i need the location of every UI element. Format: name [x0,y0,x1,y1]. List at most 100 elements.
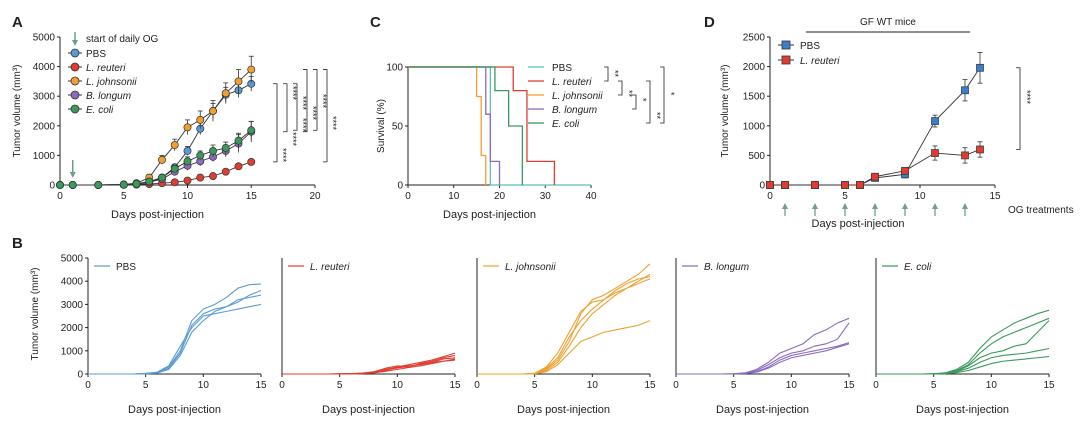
data-point [183,147,192,155]
x-tick-label: 15 [843,380,855,391]
data-point [170,141,179,149]
data-point [931,117,939,125]
mouse-growth-line [477,278,651,375]
legend-label: B. longum [704,262,749,273]
data-point [183,123,192,132]
panel-title: GF WT mice [860,17,916,28]
mouse-growth-line [876,309,1050,375]
x-tick-label: 10 [587,380,599,391]
legend-label: E. coli [904,262,932,273]
legend-marker [781,55,791,65]
x-tick-label: 15 [989,191,1001,202]
data-point [234,136,243,145]
y-axis-label: Tumor volume (mm³) [720,65,731,158]
x-tick-label: 15 [1043,380,1055,391]
x-tick-label: 0 [474,380,480,391]
significance-stars: **** [1022,90,1032,105]
significance-bracket [646,80,651,124]
x-tick-label: 20 [494,191,506,202]
x-tick-label: 0 [405,191,411,202]
x-tick-label: 40 [585,191,597,202]
significance-stars: **** [318,94,328,109]
x-tick-label: 15 [246,191,258,202]
significance-stars: ** [652,112,662,120]
legend-label: PBS [86,49,106,60]
data-point [247,65,256,74]
x-tick-label: 0 [767,191,773,202]
series-line [770,149,981,186]
data-point [94,181,103,189]
legend-marker [70,48,80,58]
x-tick-label: 15 [449,380,461,391]
data-point [158,173,166,182]
mouse-growth-line [282,352,456,375]
significance-stars: **** [288,86,298,101]
significance-stars: **** [278,148,288,163]
og-treatment-arrowhead [962,203,968,209]
data-point [856,181,864,189]
data-point [170,164,179,173]
survival-curve [408,66,556,185]
data-point [901,166,909,175]
data-point [234,162,243,171]
legend-label: L. johnsonii [86,77,137,88]
data-point [976,145,984,154]
mouse-growth-line [876,356,1050,375]
y-tick-label: 5000 [33,33,56,44]
legend-marker [70,104,80,114]
legend-label: L. johnsonii [505,262,556,273]
y-tick-label: 1500 [743,92,766,103]
data-point [234,77,243,86]
panel-label-a: A [12,14,23,31]
data-point [931,149,939,157]
legend-label: PBS [800,41,820,52]
legend-marker [70,62,80,72]
y-tick-label: 3000 [33,92,56,103]
mouse-growth-line [676,342,850,375]
legend-label: L. reuteri [552,77,592,88]
legend-label: B. longum [86,91,131,102]
legend-label: L. reuteri [86,63,126,74]
legend-arrowhead [72,40,78,46]
significance-bracket [618,80,623,96]
survival-curve [408,66,487,185]
x-tick-label: 10 [392,380,404,391]
data-point [196,115,205,124]
y-tick-label: 5000 [61,254,84,265]
series-line [60,131,252,186]
data-point [183,157,192,166]
significance-bracket [604,66,609,82]
significance-stars: **** [298,118,308,133]
x-tick-label: 5 [337,380,343,391]
data-point [811,181,819,189]
og-treatment-arrowhead [812,203,818,209]
data-point [170,178,179,187]
x-tick-label: 0 [673,380,679,391]
data-point [781,181,789,189]
y-tick-label: 50 [392,122,404,133]
y-tick-label: 1000 [61,346,84,357]
mouse-growth-line [876,347,1050,375]
og-treatment-arrowhead [782,203,788,209]
x-tick-label: 30 [540,191,552,202]
mouse-growth-line [88,289,262,375]
legend-label: PBS [116,262,136,273]
x-tick-label: 10 [786,380,798,391]
y-tick-label: 2500 [743,33,766,44]
data-point [221,89,230,98]
og-treatment-arrowhead [842,203,848,209]
significance-bracket [293,83,298,131]
mouse-growth-line [282,354,456,375]
y-tick-label: 500 [748,151,765,162]
data-point [871,172,879,181]
panel-label-b: B [12,235,23,252]
og-treatment-arrowhead [902,203,908,209]
significance-bracket [273,83,278,163]
significance-bracket [660,66,665,124]
x-tick-label: 5 [842,191,848,202]
data-point [68,181,77,189]
significance-stars: ** [610,70,620,78]
y-tick-label: 100 [386,63,403,74]
significance-stars: * [666,92,676,96]
x-tick-label: 5 [532,380,538,391]
